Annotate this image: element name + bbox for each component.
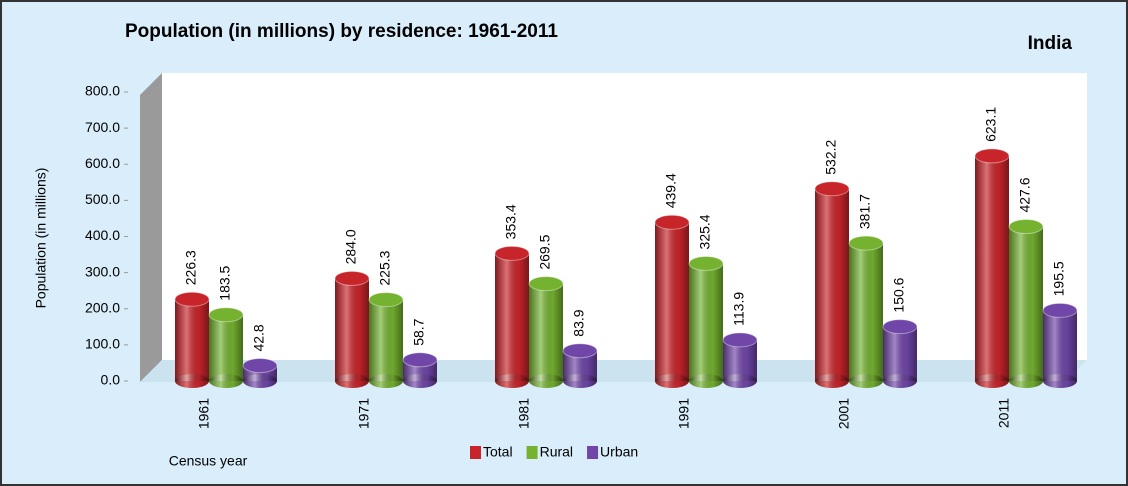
bar-top [1008,219,1044,235]
legend-swatch [470,446,481,459]
bar-shade [1043,310,1077,381]
bar-shade [495,253,529,381]
bar-shade [689,263,723,381]
bar-shade [335,374,369,388]
y-tick-label: 700.0 [85,119,120,135]
y-tick-label: 300.0 [85,263,120,279]
bar-shade [1043,374,1077,388]
bar-top [174,291,210,307]
legend-swatch [526,446,538,459]
bar-shade [1009,226,1043,381]
value-label: 353.4 [503,204,519,239]
value-label: 83.9 [571,309,587,336]
bar-shade [883,374,917,388]
value-label: 113.9 [731,292,747,326]
x-tick-label: 1961 [196,398,212,429]
bar-shade [369,299,403,381]
bar-shade [849,243,883,381]
y-tick-label: 0.0 [101,372,121,388]
x-tick-label: 2001 [836,398,852,429]
y-tick-label: 800.0 [85,83,120,99]
bar-top [242,358,278,374]
value-label: 325.4 [697,214,713,249]
value-label: 183.5 [217,265,233,300]
bar-top [208,307,244,323]
value-label: 225.3 [377,250,393,285]
value-label: 195.5 [1051,261,1067,296]
bar-top [882,319,918,335]
value-label: 226.3 [183,250,199,285]
bar-shade [495,374,529,388]
bar-shade [723,374,757,388]
bar-shade [209,314,243,381]
y-tick-label: 100.0 [85,336,120,352]
value-label: 42.8 [251,324,267,351]
bar-top [402,352,438,368]
x-axis-label: Census year [169,453,248,469]
value-label: 439.4 [663,173,679,208]
bar-shade [529,374,563,388]
value-label: 532.2 [823,139,839,174]
legend-label: Urban [600,444,638,460]
bar-shade [655,374,689,388]
bar-top [654,214,690,230]
bar-top [722,332,758,348]
bar-shade [175,374,209,388]
bar-shade [883,326,917,381]
value-label: 623.1 [983,107,999,142]
bar-top [688,255,724,271]
bar-shade [369,374,403,388]
bar-top [974,148,1010,164]
bar-shade [655,222,689,381]
value-label: 381.7 [857,194,873,229]
value-label: 269.5 [537,234,553,269]
bar-shade [975,155,1009,381]
y-tick-label: 400.0 [85,227,120,243]
bar-shade [815,374,849,388]
x-tick-label: 1981 [516,398,532,429]
bar-top [562,343,598,359]
y-tick-label: 500.0 [85,191,120,207]
bar-shade [175,299,209,381]
bar-shade [403,374,437,388]
x-tick-label: 1991 [676,398,692,429]
bar-shade [209,374,243,388]
y-axis-label: Population (in millions) [33,168,49,309]
bar-shade [1009,374,1043,388]
bar-shade [563,374,597,388]
bar-top [814,181,850,197]
bar-shade [689,374,723,388]
bar-top [528,276,564,292]
value-label: 58.7 [411,318,427,345]
side-wall [140,73,162,382]
legend: Total Rural Urban [470,444,638,460]
y-tick-label: 600.0 [85,155,120,171]
back-wall [162,73,1087,360]
annotation: India [1028,33,1073,54]
bar-top [334,270,370,286]
value-label: 427.6 [1017,177,1033,212]
bar-top [1042,302,1078,318]
y-tick-label: 200.0 [85,299,120,315]
value-label: 150.6 [891,277,907,312]
legend-label: Rural [540,444,573,460]
floor [140,360,1087,382]
bar-shade [975,374,1009,388]
bar-top [494,245,530,261]
legend-swatch [587,446,599,459]
x-tick-label: 1971 [356,398,372,429]
bar-shade [849,374,883,388]
chart-title: Population (in millions) by residence: 1… [125,21,558,42]
value-label: 284.0 [343,229,359,264]
bar-shade [243,374,277,388]
bar-shade [815,188,849,381]
bar-top [368,292,404,308]
bar-top [848,235,884,251]
bar-shade [529,283,563,381]
x-tick-label: 2011 [996,398,1012,428]
legend-label: Total [483,444,513,460]
bar-shade [335,278,369,381]
